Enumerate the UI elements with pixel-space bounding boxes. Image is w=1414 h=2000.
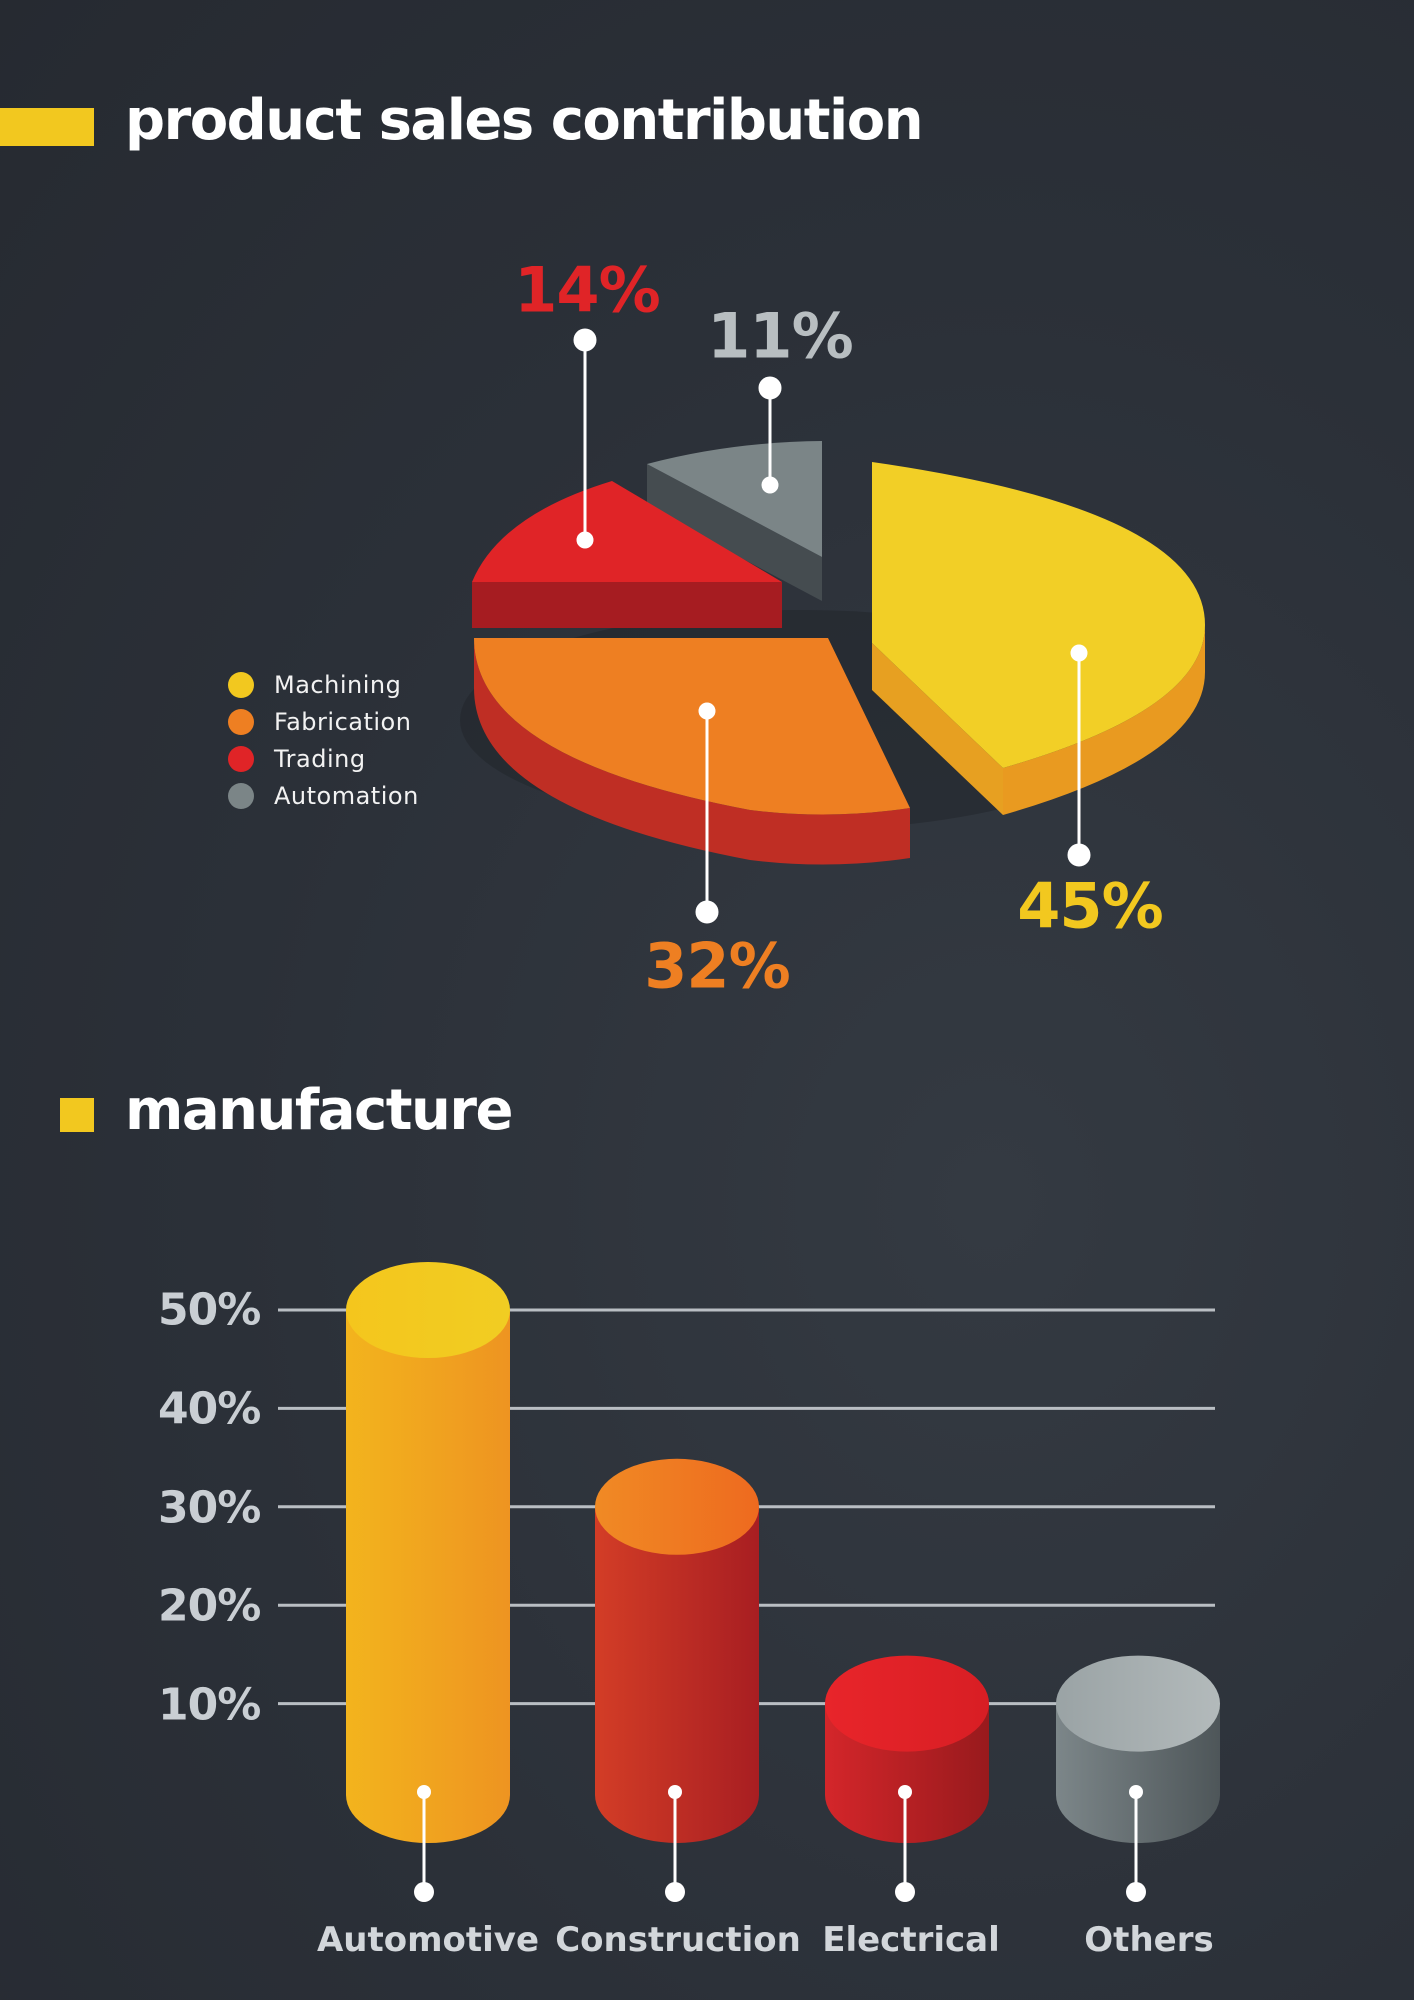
category-label-construction: Construction <box>555 1920 801 1960</box>
legend-dot-machining <box>228 671 254 698</box>
pie-label-trading: 14% <box>514 253 660 327</box>
bar-body-construction <box>595 1506 759 1843</box>
category-label-electrical: Electrical <box>822 1920 1000 1960</box>
bar-cylinders <box>346 1262 1220 1902</box>
bar-top-construction <box>595 1458 759 1555</box>
pie-slice-automation <box>647 441 822 601</box>
legend-item-fabrication: Fabrication <box>228 703 419 740</box>
bar-leader-dot <box>665 1882 685 1902</box>
bar-leader-dot <box>668 1785 682 1799</box>
bar-leader-dot <box>417 1785 431 1799</box>
bar-top-automotive <box>346 1262 510 1358</box>
bar-leader-dot <box>1126 1882 1146 1902</box>
bar-leader-dot <box>414 1882 434 1902</box>
legend-label-machining: Machining <box>274 670 402 699</box>
legend-label-automation: Automation <box>274 781 419 810</box>
bar-top-others <box>1056 1655 1220 1752</box>
bar-leader-dot <box>895 1882 915 1902</box>
legend-item-trading: Trading <box>228 740 419 777</box>
pie-title-accent-bar <box>0 108 94 146</box>
bar-others <box>1056 1655 1220 1902</box>
pie-slice-machining <box>872 462 1205 815</box>
y-tick-20: 20% <box>158 1580 261 1632</box>
bar-automotive <box>346 1262 510 1902</box>
bar-leader-dot <box>1129 1785 1143 1799</box>
pie-label-automation: 11% <box>707 299 853 373</box>
pie-slice-trading <box>472 481 782 628</box>
bar-title-accent-square <box>60 1098 94 1132</box>
category-label-automotive: Automotive <box>316 1920 540 1960</box>
bar-section-title: manufacture <box>125 1078 513 1143</box>
legend-item-automation: Automation <box>228 777 419 814</box>
bar-leader-dot <box>898 1785 912 1799</box>
legend-dot-trading <box>228 745 254 772</box>
category-label-others: Others <box>1084 1920 1214 1960</box>
y-tick-30: 30% <box>158 1482 261 1534</box>
pie-leader-lines <box>573 328 1091 924</box>
bar-construction <box>595 1458 759 1902</box>
y-tick-50: 50% <box>158 1284 261 1336</box>
pie-section-title: product sales contribution <box>125 88 924 153</box>
bar-body-automotive <box>346 1310 510 1843</box>
bar-chart <box>278 1262 1220 1902</box>
y-tick-10: 10% <box>158 1679 261 1731</box>
bar-top-electrical <box>825 1655 989 1752</box>
pie-legend: Machining Fabrication Trading Automation <box>228 666 419 814</box>
pie-label-fabrication: 32% <box>644 929 790 1003</box>
bar-electrical <box>825 1655 989 1902</box>
pie-label-machining: 45% <box>1017 869 1163 943</box>
legend-dot-fabrication <box>228 708 254 735</box>
legend-item-machining: Machining <box>228 666 419 703</box>
legend-label-trading: Trading <box>274 744 366 773</box>
legend-dot-automation <box>228 782 254 809</box>
y-tick-40: 40% <box>158 1383 261 1435</box>
pie-slice-fabrication <box>474 638 910 865</box>
legend-label-fabrication: Fabrication <box>274 707 412 736</box>
pie-chart <box>460 328 1205 924</box>
